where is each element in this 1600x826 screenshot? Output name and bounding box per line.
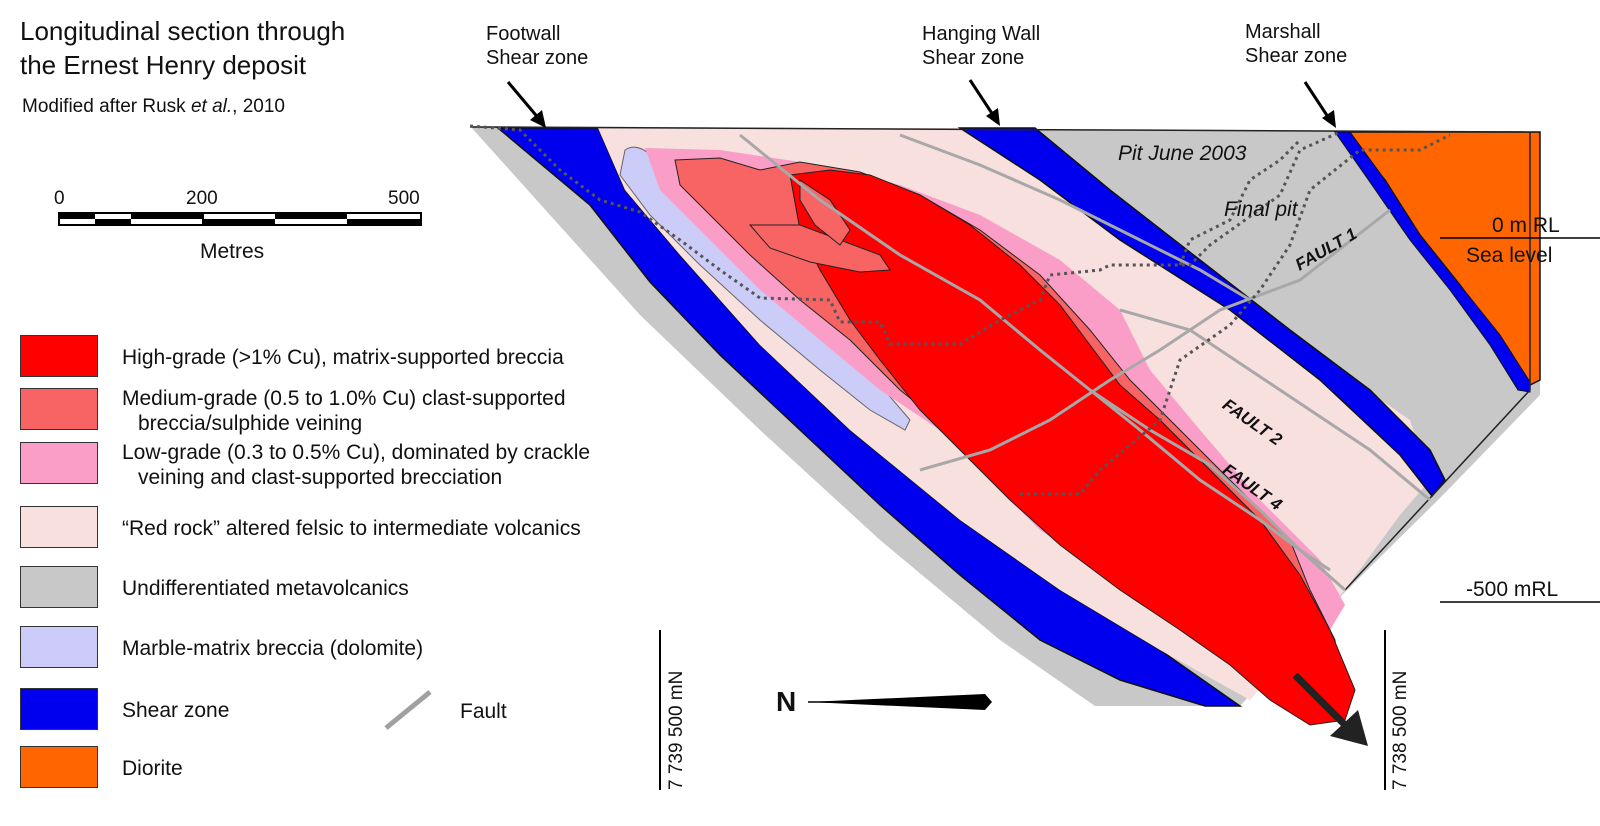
- legend-swatch: [20, 746, 98, 788]
- legend-swatch: [20, 442, 98, 484]
- footwall-shear-zone: [495, 127, 1243, 707]
- plunge-arrow: [1292, 672, 1353, 733]
- section-lower-edge: [1344, 389, 1531, 591]
- marshall-arrow-head: [1322, 110, 1336, 128]
- legend-medium-grade: Medium-grade (0.5 to 1.0% Cu) clast-supp…: [20, 386, 720, 436]
- citation-italic: et al.: [190, 96, 233, 117]
- legend-label: Medium-grade (0.5 to 1.0% Cu) clast-supp…: [122, 386, 566, 436]
- legend-label: Low-grade (0.3 to 0.5% Cu), dominated by…: [122, 440, 590, 490]
- legend-swatch: [20, 388, 98, 430]
- pit-june-2003-label: Pit June 2003: [1118, 142, 1247, 165]
- title-line-1: Longitudinal section through: [20, 16, 346, 46]
- legend-label: Diorite: [122, 757, 183, 780]
- marshall-label: Marshall Shear zone: [1245, 20, 1347, 68]
- legend-label: Marble-matrix breccia (dolomite): [122, 637, 424, 660]
- citation-suffix: , 2010: [232, 96, 285, 117]
- marshall-label-line-2: Shear zone: [1245, 45, 1348, 67]
- legend-label: Shear zone: [122, 699, 230, 722]
- footwall-arrow-head: [530, 110, 546, 128]
- legend-swatch: [20, 566, 98, 608]
- hanging-wall-label: Hanging Wall Shear zone: [922, 22, 1040, 70]
- legend-diorite: Diorite: [20, 746, 720, 794]
- fault-4-line: [1089, 388, 1331, 572]
- footwall-label-line-2: Shear zone: [486, 47, 589, 69]
- hanging-wall-arrow-head: [986, 108, 1000, 126]
- hanging-wall-shear-zone: [957, 127, 1446, 498]
- final-pit-label: Final pit: [1224, 198, 1298, 221]
- legend-metavolcanics: Undifferentiated metavolcanics: [20, 566, 720, 614]
- legend-red-rock: “Red rock” altered felsic to intermediat…: [20, 506, 720, 554]
- plunge-arrow-head: [1330, 710, 1368, 746]
- fault-line: [899, 133, 1251, 302]
- legend-marble-breccia: Marble-matrix breccia (dolomite): [20, 626, 720, 674]
- legend-label-line-2: breccia/sulphide veining: [138, 412, 363, 435]
- citation-prefix: Modified after Rusk: [22, 96, 191, 117]
- northing-left-label: 7 739 500 mN: [666, 670, 687, 790]
- legend-high-grade: High-grade (>1% Cu), matrix-supported br…: [20, 335, 720, 383]
- legend-label: “Red rock” altered felsic to intermediat…: [122, 517, 581, 540]
- diagram-title: Longitudinal section through the Ernest …: [20, 14, 345, 82]
- scale-tick-0: 0: [54, 188, 65, 209]
- medium-grade-tongue: [748, 224, 891, 273]
- legend-swatch: [20, 626, 98, 668]
- hanging-wall-arrow: [968, 79, 997, 119]
- legend-swatch: [20, 688, 98, 730]
- fault-1-line: [919, 208, 1391, 472]
- final-pit-outline: [1178, 138, 1302, 266]
- northing-right-label: 7 738 500 mN: [1390, 670, 1411, 790]
- pit-june-2003-outline: [469, 124, 1341, 346]
- marshall-label-line-1: Marshall: [1245, 21, 1321, 43]
- fault-legend-label: Fault: [460, 700, 507, 723]
- footwall-label: Footwall Shear zone: [486, 22, 588, 70]
- scale-tick-500: 500: [388, 188, 420, 209]
- fault-2-line: [1119, 308, 1431, 502]
- rl500-label: -500 mRL: [1466, 578, 1559, 601]
- high-grade-zone: [789, 169, 1356, 726]
- legend-label-line-1: Low-grade (0.3 to 0.5% Cu), dominated by…: [122, 441, 591, 464]
- legend-label: High-grade (>1% Cu), matrix-supported br…: [122, 346, 564, 369]
- scale-tick-200: 200: [186, 188, 218, 209]
- legend-shear-zone: Shear zone: [20, 688, 720, 736]
- legend-label-line-1: Medium-grade (0.5 to 1.0% Cu) clast-supp…: [122, 387, 566, 410]
- medium-grade-tongue: [799, 179, 851, 246]
- north-label: N: [776, 686, 797, 717]
- marshall-arrow: [1303, 81, 1332, 121]
- scale-bar-graphic: [58, 212, 422, 226]
- footwall-label-line-1: Footwall: [486, 23, 561, 45]
- rl0-label: 0 m RL: [1492, 214, 1560, 237]
- scale-bar: 0 200 500 Metres: [54, 188, 438, 268]
- legend-label-line-2: veining and clast-supported brecciation: [138, 466, 503, 489]
- final-pit-outline: [1020, 133, 1451, 496]
- legend-swatch: [20, 335, 98, 377]
- footwall-arrow: [506, 81, 542, 121]
- hanging-wall-label-line-1: Hanging Wall: [922, 23, 1041, 45]
- surface-line: [469, 126, 1531, 133]
- title-line-2: the Ernest Henry deposit: [20, 50, 307, 80]
- legend-label: Undifferentiated metavolcanics: [122, 577, 409, 600]
- citation: Modified after Rusk et al., 2010: [22, 96, 285, 118]
- legend-swatch: [20, 506, 98, 548]
- scale-unit: Metres: [200, 240, 265, 263]
- fault-legend-symbol: [384, 690, 432, 730]
- hanging-wall-label-line-2: Shear zone: [922, 47, 1025, 69]
- sea-level-label: Sea level: [1466, 244, 1553, 267]
- legend-low-grade: Low-grade (0.3 to 0.5% Cu), dominated by…: [20, 440, 720, 490]
